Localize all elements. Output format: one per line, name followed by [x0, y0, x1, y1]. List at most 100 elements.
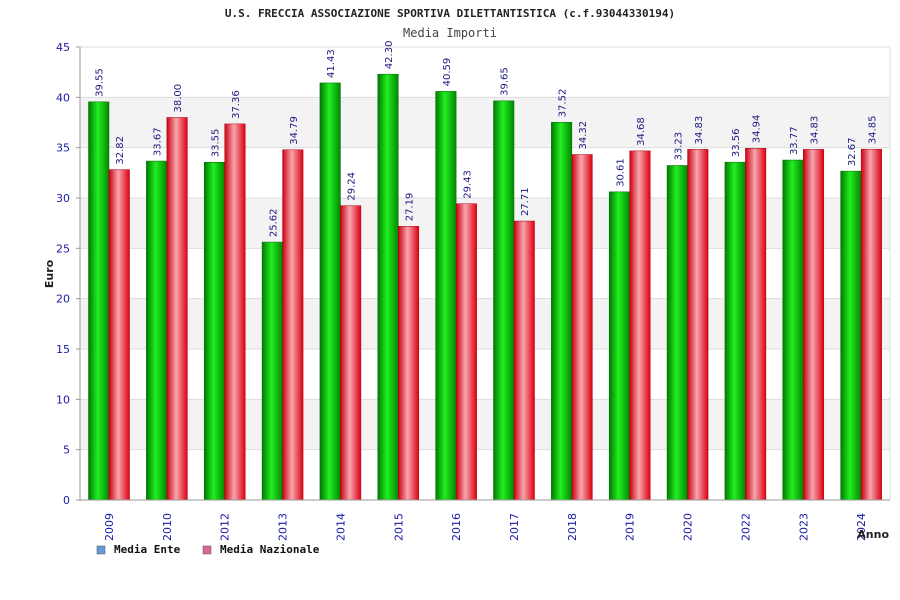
bar-media-nazionale-2013 — [282, 149, 304, 501]
data-label-media-nazionale-2015: 27.19 — [405, 193, 416, 222]
y-tick-label: 45 — [56, 41, 70, 54]
y-tick-label: 15 — [56, 343, 70, 356]
bar-media-nazionale-2010 — [166, 117, 188, 501]
data-label-media-ente-2017: 39.65 — [500, 67, 511, 96]
chart-subtitle: Media Importi — [403, 26, 497, 40]
bar-media-ente-2018 — [551, 122, 573, 501]
plot-band — [80, 198, 890, 249]
chart-title: U.S. FRECCIA ASSOCIAZIONE SPORTIVA DILET… — [225, 7, 675, 20]
bar-media-ente-2024 — [840, 170, 862, 501]
data-label-media-nazionale-2010: 38.00 — [173, 84, 184, 113]
data-label-media-nazionale-2024: 34.85 — [867, 116, 878, 145]
bar-media-ente-2010 — [146, 160, 168, 501]
y-tick-label: 35 — [56, 142, 70, 155]
x-tick-label-2012: 2012 — [219, 513, 232, 541]
plot-band — [80, 349, 890, 400]
bar-media-ente-2016 — [435, 91, 457, 501]
y-tick-label: 40 — [56, 91, 70, 104]
bar-media-nazionale-2012 — [224, 123, 246, 501]
y-axis-ticks: 0 5 10 15 20 25 30 35 40 45 — [56, 41, 80, 507]
x-axis-label: Anno — [857, 528, 889, 541]
bar-media-ente-2014 — [319, 82, 341, 501]
data-label-media-ente-2012: 33.55 — [210, 129, 221, 158]
bar-media-nazionale-2024 — [860, 148, 882, 501]
bar-media-ente-2020 — [666, 165, 688, 501]
data-label-media-ente-2009: 39.55 — [95, 68, 106, 97]
data-label-media-ente-2013: 25.62 — [268, 208, 279, 237]
data-label-media-nazionale-2012: 37.36 — [231, 90, 242, 119]
x-axis-ticks: 2009 2010 2012 2013 2014 2015 2016 2017 2018 2019… — [103, 513, 868, 541]
bar-media-nazionale-2023 — [803, 149, 825, 501]
bar-media-nazionale-2018 — [571, 154, 593, 501]
bar-media-ente-2015 — [377, 73, 399, 501]
y-tick-label: 10 — [56, 393, 70, 406]
plot-band — [80, 97, 890, 148]
data-label-media-ente-2020: 33.23 — [673, 132, 684, 161]
x-tick-label-2022: 2022 — [739, 513, 752, 541]
plot-band — [80, 399, 890, 450]
x-tick-label-2024: 2024 — [855, 513, 868, 541]
bar-media-nazionale-2020 — [687, 149, 709, 501]
x-tick-label-2009: 2009 — [103, 513, 116, 541]
x-tick-label-2014: 2014 — [334, 513, 347, 541]
bar-media-ente-2019 — [608, 191, 630, 501]
data-label-media-ente-2016: 40.59 — [442, 58, 453, 87]
data-label-media-ente-2024: 32.67 — [847, 137, 858, 166]
data-label-media-ente-2015: 42.30 — [384, 41, 395, 70]
data-labels: 39.55 32.82 33.67 38.00 33.55 37.36 25.62 34.79… — [95, 41, 879, 238]
legend-swatch-media-ente — [96, 545, 106, 555]
data-label-media-ente-2019: 30.61 — [615, 158, 626, 187]
bar-media-ente-2012 — [203, 162, 225, 501]
bar-media-ente-2013 — [261, 241, 283, 501]
legend: Media Ente Media Nazionale — [96, 543, 320, 556]
bar-media-nazionale-2017 — [513, 220, 535, 501]
legend-swatch-media-nazionale — [202, 545, 212, 555]
plot-background — [79, 46, 891, 501]
x-tick-label-2013: 2013 — [277, 513, 290, 541]
data-label-media-ente-2014: 41.43 — [326, 49, 337, 78]
x-tick-label-2018: 2018 — [566, 513, 579, 541]
plot-band — [80, 449, 890, 500]
data-label-media-nazionale-2013: 34.79 — [289, 116, 300, 145]
bar-media-ente-2023 — [782, 159, 804, 501]
data-label-media-ente-2018: 37.52 — [558, 89, 569, 118]
bar-media-nazionale-2016 — [455, 203, 477, 501]
data-label-media-nazionale-2017: 27.71 — [520, 187, 531, 216]
bars — [88, 73, 882, 501]
y-tick-label: 0 — [63, 494, 70, 507]
data-label-media-nazionale-2019: 34.68 — [636, 117, 647, 146]
y-axis-label: Euro — [43, 259, 56, 288]
data-label-media-nazionale-2023: 34.83 — [810, 116, 821, 145]
y-tick-label: 25 — [56, 242, 70, 255]
legend-label-media-nazionale: Media Nazionale — [220, 543, 320, 556]
data-label-media-nazionale-2022: 34.94 — [752, 115, 763, 144]
bar-media-nazionale-2014 — [340, 205, 362, 501]
bar-media-ente-2017 — [493, 100, 515, 501]
data-label-media-nazionale-2020: 34.83 — [694, 116, 705, 145]
x-tick-label-2016: 2016 — [450, 513, 463, 541]
data-label-media-ente-2010: 33.67 — [153, 127, 164, 156]
x-tick-label-2023: 2023 — [797, 513, 810, 541]
data-label-media-nazionale-2018: 34.32 — [578, 121, 589, 150]
bar-media-nazionale-2015 — [398, 226, 420, 501]
data-label-media-nazionale-2009: 32.82 — [115, 136, 126, 165]
data-label-media-ente-2022: 33.56 — [731, 129, 742, 158]
bar-media-nazionale-2022 — [745, 148, 767, 501]
x-tick-label-2017: 2017 — [508, 513, 521, 541]
bar-media-nazionale-2019 — [629, 150, 651, 501]
bar-media-nazionale-2009 — [108, 169, 130, 501]
x-tick-label-2020: 2020 — [682, 513, 695, 541]
plot-band — [80, 248, 890, 299]
data-label-media-nazionale-2016: 29.43 — [462, 170, 473, 199]
data-label-media-ente-2023: 33.77 — [789, 126, 800, 155]
plot-band — [80, 147, 890, 198]
x-tick-label-2019: 2019 — [624, 513, 637, 541]
x-tick-label-2015: 2015 — [392, 513, 405, 541]
y-tick-label: 30 — [56, 192, 70, 205]
plot-band — [80, 298, 890, 349]
y-tick-label: 20 — [56, 293, 70, 306]
x-tick-label-2010: 2010 — [161, 513, 174, 541]
plot-band — [80, 47, 890, 98]
legend-label-media-ente: Media Ente — [114, 543, 181, 556]
